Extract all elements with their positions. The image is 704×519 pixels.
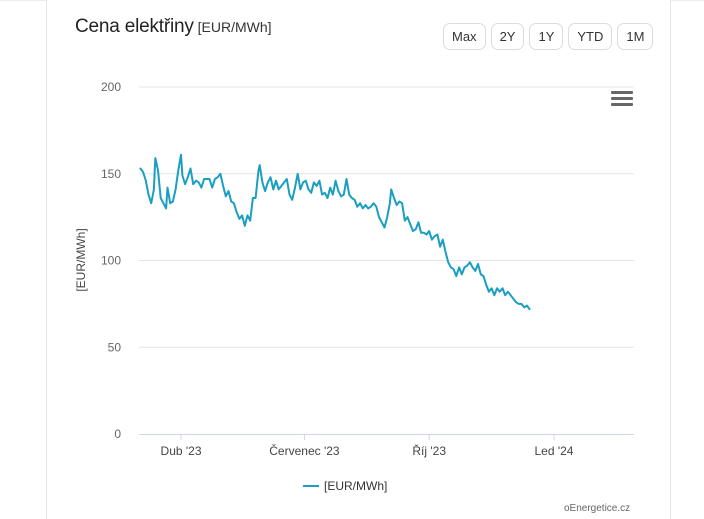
x-tick-label: Dub '23 <box>161 444 202 458</box>
series-line <box>139 153 531 311</box>
legend-swatch <box>303 485 319 487</box>
range-button-2y[interactable]: 2Y <box>490 23 525 50</box>
x-tick-label: Říj '23 <box>412 443 446 458</box>
hamburger-menu-icon[interactable] <box>611 91 633 109</box>
chart-legend[interactable]: [EUR/MWh] <box>303 479 387 493</box>
y-tick-label: 200 <box>101 80 121 94</box>
card-left-border <box>46 0 47 519</box>
y-tick-label: 50 <box>108 340 122 354</box>
chart-header: Cena elektřiny [EUR/MWh] <box>75 16 272 38</box>
range-button-max[interactable]: Max <box>443 23 486 50</box>
range-selector: Max 2Y 1Y YTD 1M <box>443 23 654 50</box>
y-tick-label: 0 <box>114 427 121 441</box>
credits[interactable]: oEnergetice.cz <box>564 503 631 514</box>
legend-label: [EUR/MWh] <box>324 479 388 493</box>
card-right-border <box>670 0 671 519</box>
y-tick-label: 100 <box>101 254 121 268</box>
x-tick-label: Led '24 <box>534 444 573 458</box>
chart-title: Cena elektřiny <box>75 16 194 37</box>
y-tick-label: 150 <box>101 167 121 181</box>
x-tick-label: Červenec '23 <box>269 443 340 458</box>
chart-unit: [EUR/MWh] <box>197 19 272 35</box>
range-button-ytd[interactable]: YTD <box>568 23 613 50</box>
range-button-1y[interactable]: 1Y <box>529 23 564 50</box>
range-button-1m[interactable]: 1M <box>617 23 654 50</box>
y-axis-title: [EUR/MWh] <box>74 228 88 291</box>
